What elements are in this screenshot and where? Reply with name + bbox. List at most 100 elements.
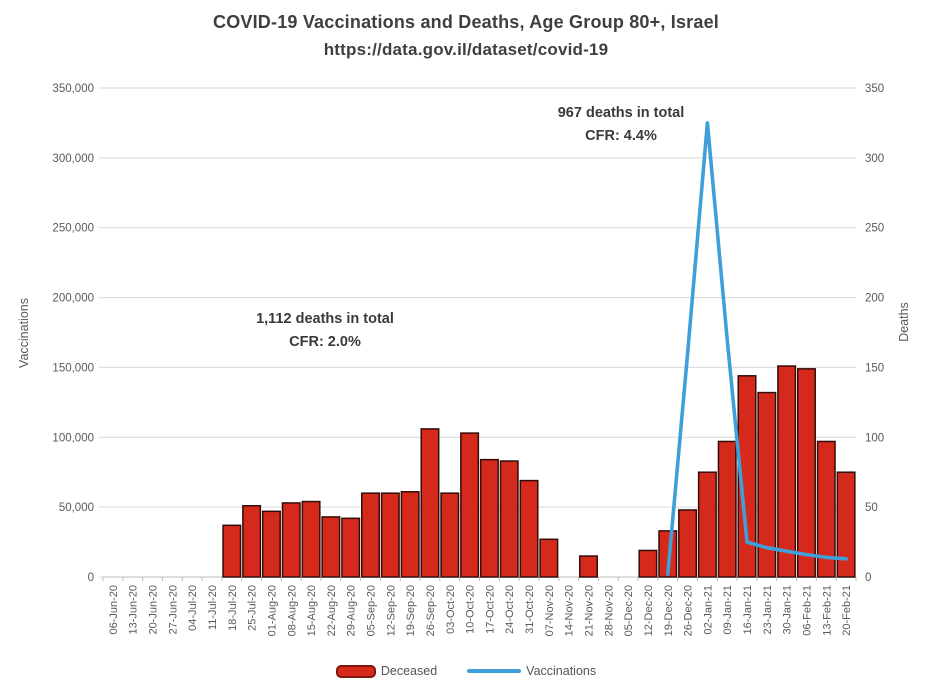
x-axis-date-label: 12-Dec-20 <box>643 585 655 636</box>
left-axis-tick-label: 250,000 <box>52 223 94 235</box>
x-axis-date-label: 20-Jun-20 <box>148 585 160 635</box>
right-axis-tick-label: 50 <box>865 502 878 514</box>
x-axis-date-label: 10-Oct-20 <box>465 585 477 634</box>
x-axis-date-label: 18-Jul-20 <box>227 585 239 631</box>
x-axis-date-label: 25-Jul-20 <box>247 585 259 631</box>
x-axis-date-label: 15-Aug-20 <box>306 585 318 636</box>
x-axis-date-label: 17-Oct-20 <box>484 585 496 634</box>
x-axis-date-label: 22-Aug-20 <box>326 585 338 636</box>
x-axis-date-label: 05-Sep-20 <box>366 585 378 636</box>
left-axis-tick-label: 100,000 <box>52 432 94 444</box>
deceased-bar <box>678 509 698 578</box>
deceased-bar <box>460 432 480 578</box>
left-axis-title: Vaccinations <box>17 298 31 368</box>
deceased-bar <box>737 375 757 578</box>
right-axis-title: Deaths <box>897 302 911 342</box>
right-axis-tick-label: 0 <box>865 572 871 584</box>
x-axis-date-label: 06-Feb-21 <box>801 585 813 636</box>
x-axis-date-label: 14-Nov-20 <box>564 585 576 636</box>
annotation-pre-vaccination-deaths: 1,112 deaths in total CFR: 2.0% <box>175 308 475 354</box>
deceased-bar <box>638 549 658 578</box>
deceased-bar <box>301 500 321 578</box>
right-axis-tick-label: 300 <box>865 153 884 165</box>
x-axis-date-label: 19-Dec-20 <box>663 585 675 636</box>
x-axis-date-label: 26-Sep-20 <box>425 585 437 636</box>
deceased-bar <box>519 479 539 578</box>
right-axis-tick-label: 250 <box>865 223 884 235</box>
x-axis-date-label: 05-Dec-20 <box>623 585 635 636</box>
chart-subtitle: https://data.gov.il/dataset/covid-19 <box>323 40 609 59</box>
annotation-line: 1,112 deaths in total <box>256 311 394 327</box>
x-axis-date-label: 04-Jul-20 <box>187 585 199 631</box>
annotation-line: CFR: 2.0% <box>289 334 361 350</box>
deceased-bar <box>361 492 381 578</box>
x-axis-date-label: 23-Jan-21 <box>762 585 774 635</box>
x-axis-date-label: 01-Aug-20 <box>266 585 278 636</box>
x-axis-date-label: 19-Sep-20 <box>405 585 417 636</box>
annotation-line: CFR: 4.4% <box>585 128 657 144</box>
vaccinations-line-swatch-icon <box>467 669 522 673</box>
deceased-bar <box>440 492 460 578</box>
x-axis-date-label: 13-Feb-21 <box>821 585 833 636</box>
deceased-bar <box>836 471 856 578</box>
x-axis-date-label: 03-Oct-20 <box>445 585 457 634</box>
x-axis-date-label: 26-Dec-20 <box>683 585 695 636</box>
deceased-bar <box>261 510 281 578</box>
deceased-bar <box>380 492 400 578</box>
legend-item-vaccinations: Vaccinations <box>467 664 596 678</box>
deceased-bar <box>242 504 262 578</box>
x-axis-date-label: 21-Nov-20 <box>583 585 595 636</box>
vaccinations-line <box>665 121 848 577</box>
x-axis-date-label: 08-Aug-20 <box>286 585 298 636</box>
x-axis-date-label: 06-Jun-20 <box>108 585 120 635</box>
left-axis-tick-label: 150,000 <box>52 362 94 374</box>
x-axis-date-label: 07-Nov-20 <box>544 585 556 636</box>
x-axis-date-label: 30-Jan-21 <box>782 585 794 635</box>
deceased-bar <box>400 491 420 578</box>
left-axis-tick-label: 0 <box>88 572 94 584</box>
deceased-bar <box>539 538 559 578</box>
x-axis-date-label: 24-Oct-20 <box>504 585 516 634</box>
left-axis-tick-label: 300,000 <box>52 153 94 165</box>
x-axis-date-label: 16-Jan-21 <box>742 585 754 635</box>
deceased-bar <box>717 440 737 578</box>
deceased-bar <box>420 428 440 578</box>
legend-label-vaccinations: Vaccinations <box>526 664 597 678</box>
deceased-bar <box>321 516 341 578</box>
deceased-bar <box>816 440 836 578</box>
legend: Deceased Vaccinations <box>0 664 932 678</box>
deceased-bar-swatch-icon <box>335 664 376 678</box>
x-axis-date-label: 20-Feb-21 <box>841 585 853 636</box>
right-axis-tick-label: 150 <box>865 362 884 374</box>
right-axis-tick-label: 100 <box>865 432 884 444</box>
x-axis-date-label: 27-Jun-20 <box>167 585 179 635</box>
deceased-bar <box>281 502 301 578</box>
deceased-bar <box>222 524 242 578</box>
deceased-bar <box>499 460 519 578</box>
x-axis-date-label: 12-Sep-20 <box>385 585 397 636</box>
x-axis-date-label: 02-Jan-21 <box>702 585 714 635</box>
x-axis-date-label: 31-Oct-20 <box>524 585 536 634</box>
annotation-line: 967 deaths in total <box>557 105 685 121</box>
x-axis-date-label: 09-Jan-21 <box>722 585 734 635</box>
x-axis-date-label: 11-Jul-20 <box>207 585 219 630</box>
deceased-bar <box>697 471 717 578</box>
deceased-bar <box>341 517 361 578</box>
x-axis-date-label: 28-Nov-20 <box>603 585 615 636</box>
annotation-post-vaccination-deaths: 967 deaths in total CFR: 4.4% <box>471 102 771 148</box>
deceased-bar <box>479 458 499 578</box>
deceased-bar <box>757 391 777 578</box>
legend-label-deceased: Deceased <box>380 664 438 678</box>
deceased-bar <box>796 368 816 578</box>
left-axis-tick-label: 50,000 <box>59 502 94 514</box>
left-axis-tick-label: 350,000 <box>52 83 94 95</box>
legend-item-deceased: Deceased <box>335 664 438 678</box>
right-axis-tick-label: 200 <box>865 293 884 305</box>
x-axis-date-label: 13-Jun-20 <box>128 585 140 635</box>
right-axis-tick-label: 350 <box>865 83 884 95</box>
left-axis-tick-label: 200,000 <box>52 293 94 305</box>
deceased-bar <box>777 365 797 578</box>
x-axis-date-label: 29-Aug-20 <box>346 585 358 636</box>
